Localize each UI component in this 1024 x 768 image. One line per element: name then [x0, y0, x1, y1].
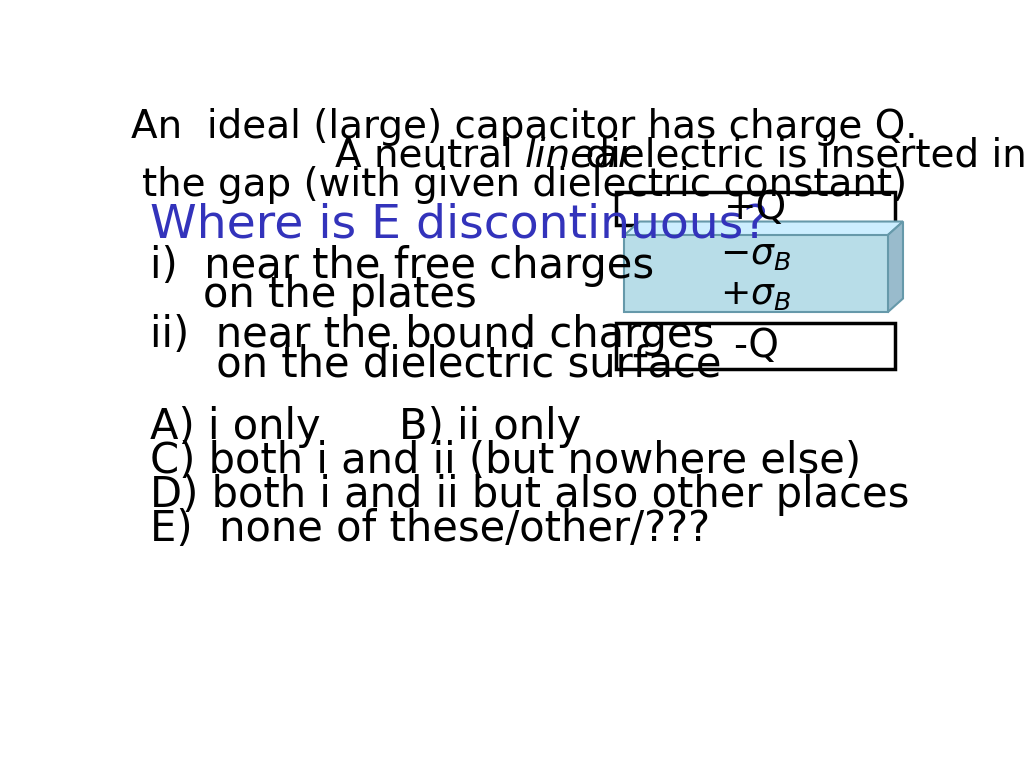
- Text: +Q: +Q: [724, 190, 787, 227]
- Text: Where is E discontinuous?: Where is E discontinuous?: [150, 202, 768, 247]
- Text: the gap (with given dielectric constant): the gap (with given dielectric constant): [142, 166, 907, 204]
- Polygon shape: [624, 221, 903, 235]
- Text: E)  none of these/other/???: E) none of these/other/???: [150, 508, 710, 550]
- Text: $+\sigma_B$: $+\sigma_B$: [720, 278, 792, 312]
- Polygon shape: [624, 235, 888, 313]
- Text: An  ideal (large) capacitor has charge Q.: An ideal (large) capacitor has charge Q.: [131, 108, 919, 146]
- Text: D) both i and ii but also other places: D) both i and ii but also other places: [150, 474, 909, 516]
- Text: -Q: -Q: [733, 327, 778, 366]
- Text: B) ii only: B) ii only: [399, 406, 582, 449]
- Text: ii)  near the bound charges: ii) near the bound charges: [150, 314, 714, 356]
- Text: C) both i and ii (but nowhere else): C) both i and ii (but nowhere else): [150, 440, 861, 482]
- Text: dielectric is inserted into: dielectric is inserted into: [572, 137, 1024, 175]
- Text: $-\sigma_B$: $-\sigma_B$: [720, 238, 792, 273]
- Text: i)  near the free charges: i) near the free charges: [150, 245, 654, 286]
- Text: on the dielectric surface: on the dielectric surface: [150, 343, 721, 386]
- Polygon shape: [888, 221, 903, 313]
- Bar: [616, 192, 895, 224]
- Text: A) i only: A) i only: [150, 406, 321, 449]
- Text: A neutral: A neutral: [335, 137, 524, 175]
- Bar: [616, 323, 895, 369]
- Text: on the plates: on the plates: [150, 274, 476, 316]
- Text: linear: linear: [524, 137, 635, 175]
